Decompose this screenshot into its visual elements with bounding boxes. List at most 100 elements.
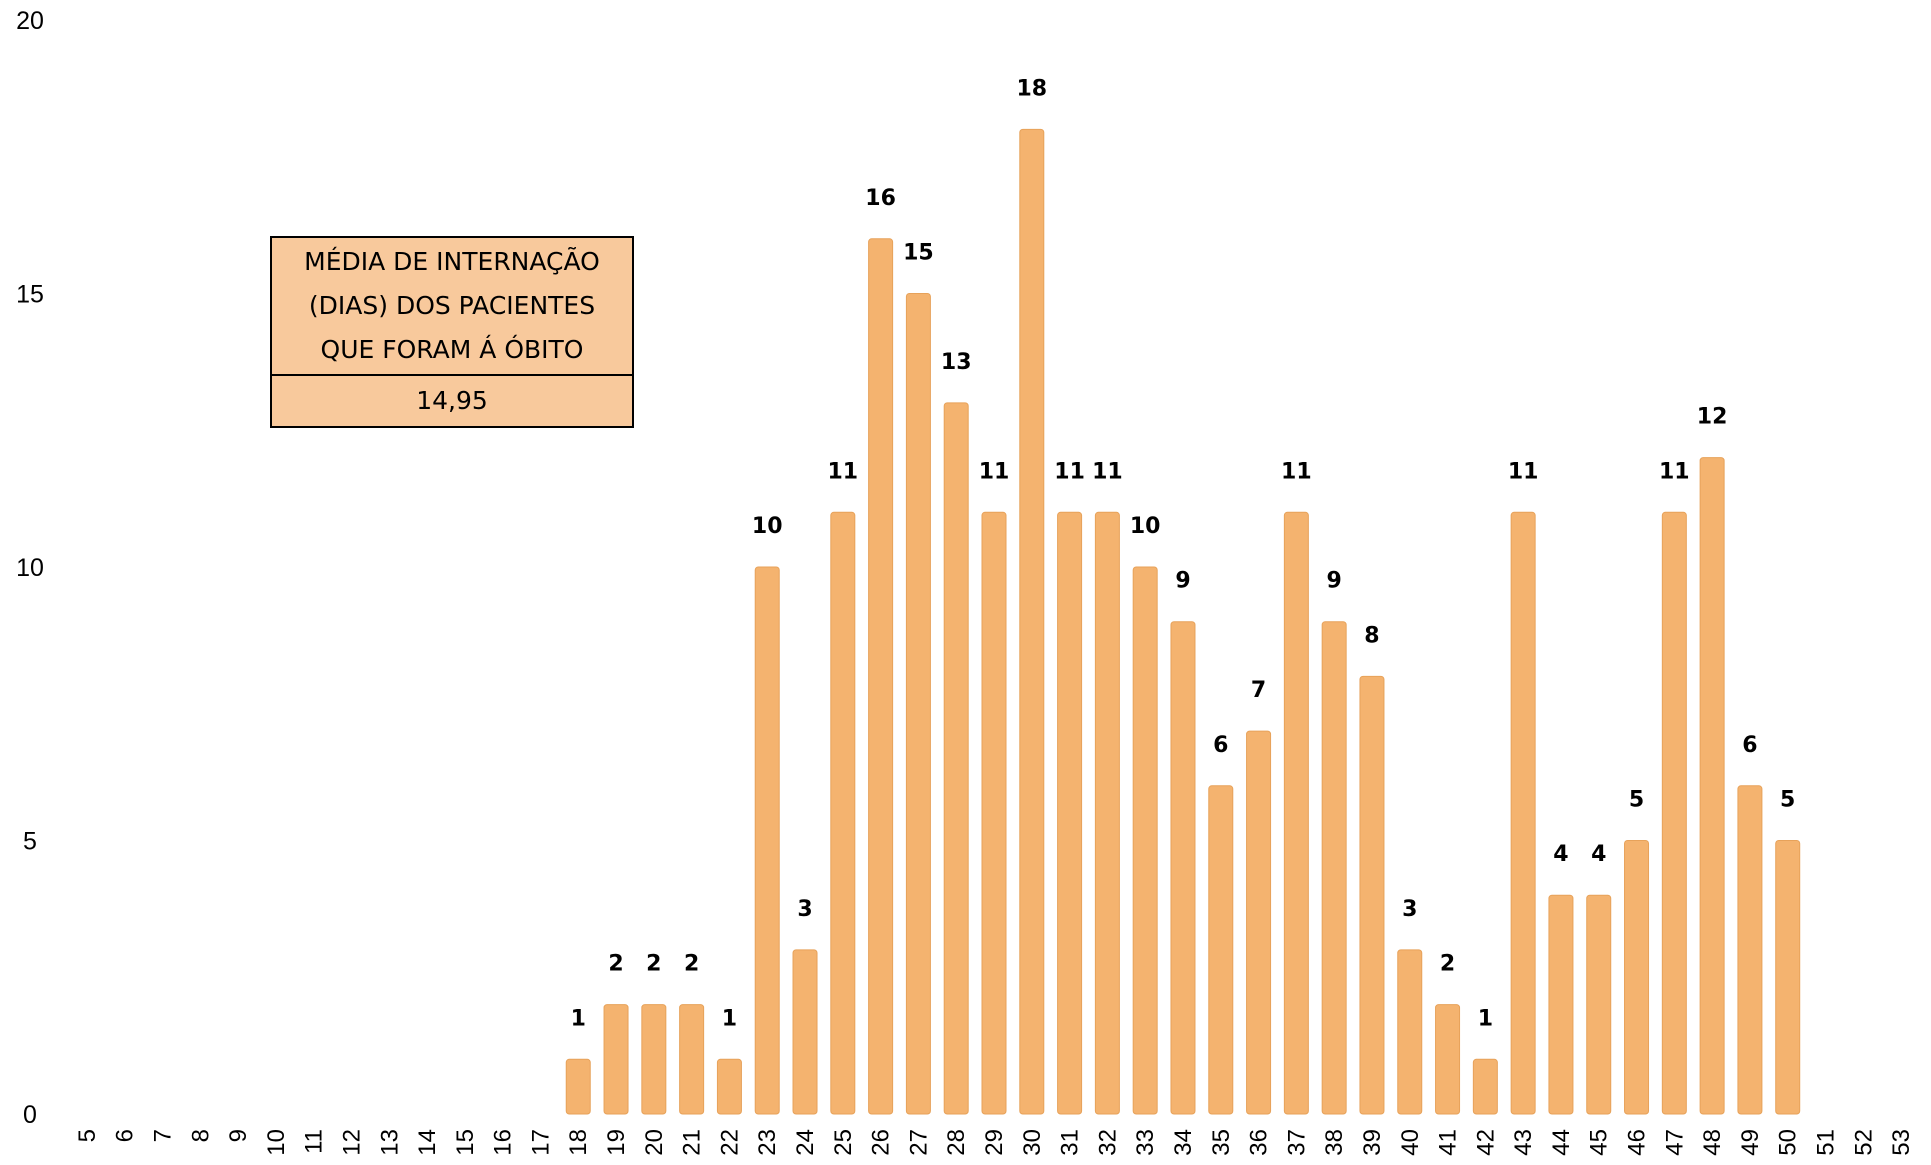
x-tick-label: 43 <box>1510 1129 1537 1156</box>
bar <box>1170 621 1196 1115</box>
x-tick-label: 11 <box>301 1129 328 1154</box>
data-label: 2 <box>646 952 661 977</box>
y-axis: 0 5 10 15 20 <box>16 7 44 1129</box>
average-stay-box: MÉDIA DE INTERNAÇÃO (DIAS) DOS PACIENTES… <box>270 236 634 428</box>
data-label: 9 <box>1327 569 1342 594</box>
y-tick-label: 15 <box>16 281 44 309</box>
x-tick-label: 23 <box>754 1129 781 1156</box>
x-tick-label: 8 <box>187 1129 214 1142</box>
x-tick-label: 30 <box>1019 1129 1046 1156</box>
x-tick-label: 13 <box>376 1129 403 1156</box>
bar <box>1132 566 1158 1115</box>
x-tick-label: 14 <box>414 1129 441 1156</box>
data-label: 1 <box>722 1006 737 1031</box>
bar <box>1094 511 1120 1115</box>
x-tick-label: 21 <box>679 1129 706 1156</box>
data-label: 10 <box>752 514 783 539</box>
data-label: 6 <box>1742 733 1757 758</box>
bar <box>1661 511 1687 1115</box>
x-tick-label: 27 <box>905 1129 932 1156</box>
bar <box>905 293 931 1115</box>
data-label: 4 <box>1591 842 1606 867</box>
x-tick-label: 52 <box>1850 1129 1877 1156</box>
data-label: 11 <box>1281 459 1312 484</box>
x-tick-label: 51 <box>1813 1129 1840 1156</box>
data-label: 1 <box>571 1006 586 1031</box>
bar <box>792 949 818 1115</box>
x-tick-label: 10 <box>263 1129 290 1156</box>
bar <box>565 1058 591 1115</box>
bar <box>1624 840 1650 1115</box>
bar <box>641 1004 667 1115</box>
y-tick-label: 10 <box>16 554 44 582</box>
bar <box>1359 675 1385 1115</box>
data-label: 12 <box>1697 405 1728 430</box>
bar <box>1775 840 1801 1115</box>
data-label: 3 <box>797 897 812 922</box>
bar <box>1435 1004 1461 1115</box>
x-tick-label: 48 <box>1699 1129 1726 1156</box>
bar <box>1472 1058 1498 1115</box>
x-tick-label: 19 <box>603 1129 630 1156</box>
x-tick-label: 35 <box>1208 1129 1235 1156</box>
data-label: 16 <box>865 186 896 211</box>
average-stay-value: 14,95 <box>416 386 488 415</box>
x-tick-label: 26 <box>868 1129 895 1156</box>
bar <box>1737 785 1763 1115</box>
bar <box>1208 785 1234 1115</box>
bar <box>868 238 894 1115</box>
x-tick-label: 20 <box>641 1129 668 1156</box>
x-tick-label: 5 <box>74 1129 101 1142</box>
x-tick-label: 29 <box>981 1129 1008 1156</box>
data-label: 2 <box>608 952 623 977</box>
x-tick-label: 12 <box>338 1129 365 1156</box>
x-tick-label: 18 <box>565 1129 592 1156</box>
bar <box>1321 621 1347 1115</box>
data-label: 2 <box>684 952 699 977</box>
data-label: 5 <box>1629 788 1644 813</box>
bar <box>1699 457 1725 1115</box>
average-stay-title: MÉDIA DE INTERNAÇÃO (DIAS) DOS PACIENTES… <box>272 238 632 376</box>
data-label: 11 <box>828 459 859 484</box>
x-tick-label: 50 <box>1775 1129 1802 1156</box>
x-tick-label: 31 <box>1057 1129 1084 1156</box>
x-tick-label: 36 <box>1246 1129 1273 1156</box>
data-label: 2 <box>1440 952 1455 977</box>
x-tick-label: 24 <box>792 1129 819 1156</box>
bar <box>603 1004 629 1115</box>
bar <box>943 402 969 1115</box>
x-tick-label: 39 <box>1359 1129 1386 1156</box>
bar <box>1586 894 1612 1115</box>
data-label: 11 <box>1092 459 1123 484</box>
bar <box>1019 128 1045 1115</box>
data-label: 8 <box>1364 623 1379 648</box>
x-tick-label: 46 <box>1624 1129 1651 1156</box>
x-tick-label: 16 <box>490 1129 517 1156</box>
bar <box>754 566 780 1115</box>
bar <box>1057 511 1083 1115</box>
x-tick-label: 34 <box>1170 1129 1197 1156</box>
bar <box>1397 949 1423 1115</box>
x-tick-label: 32 <box>1094 1129 1121 1156</box>
x-tick-label: 9 <box>225 1129 252 1142</box>
bar <box>1283 511 1309 1115</box>
x-tick-label: 41 <box>1435 1129 1462 1156</box>
x-tick-label: 28 <box>943 1129 970 1156</box>
data-label: 15 <box>903 241 934 266</box>
x-tick-label: 53 <box>1888 1129 1915 1156</box>
bar <box>830 511 856 1115</box>
y-tick-label: 0 <box>23 1101 37 1129</box>
x-axis: 5 6 7 8 9 10 11 12 13 14 15 16 17 18 19 20 21 22 23 24 25 26 2… <box>74 1129 1915 1156</box>
x-tick-label: 6 <box>112 1129 139 1142</box>
bar <box>716 1058 742 1115</box>
data-label: 6 <box>1213 733 1228 758</box>
x-tick-label: 7 <box>149 1129 176 1142</box>
bars <box>565 128 1801 1115</box>
data-label: 4 <box>1553 842 1568 867</box>
x-tick-label: 40 <box>1397 1129 1424 1156</box>
x-tick-label: 17 <box>527 1129 554 1156</box>
x-tick-label: 38 <box>1321 1129 1348 1156</box>
x-tick-label: 42 <box>1472 1129 1499 1156</box>
